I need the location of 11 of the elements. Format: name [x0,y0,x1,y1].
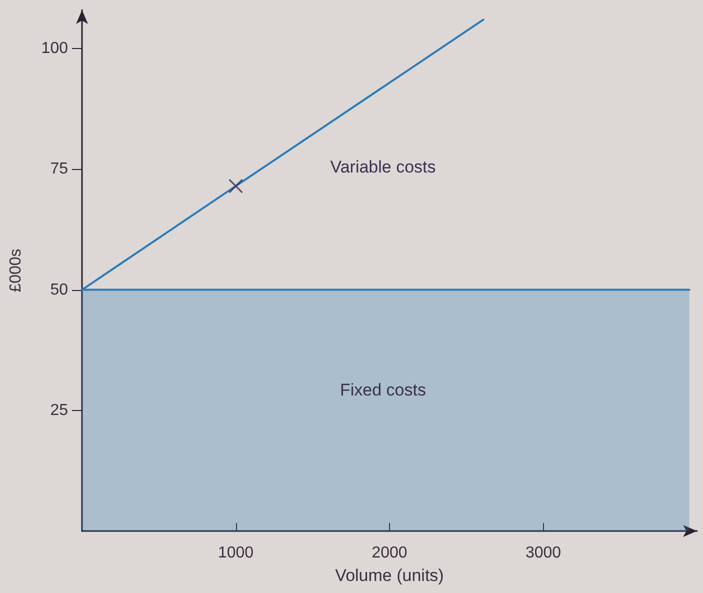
y-tick-label: 75 [50,160,68,178]
y-axis-title: £000s [8,248,24,292]
y-tick-label: 50 [50,281,68,298]
y-tick-label: 25 [50,402,68,419]
annotation: Fixed costs [340,380,426,400]
x-tick-label: 3000 [525,544,562,562]
y-tick-label: 100 [41,40,68,58]
annotation: Variable costs [330,158,436,176]
x-tick-label: 1000 [218,544,254,562]
x-axis-title: Volume (units) [335,566,444,585]
x-tick-label: 2000 [372,544,408,562]
